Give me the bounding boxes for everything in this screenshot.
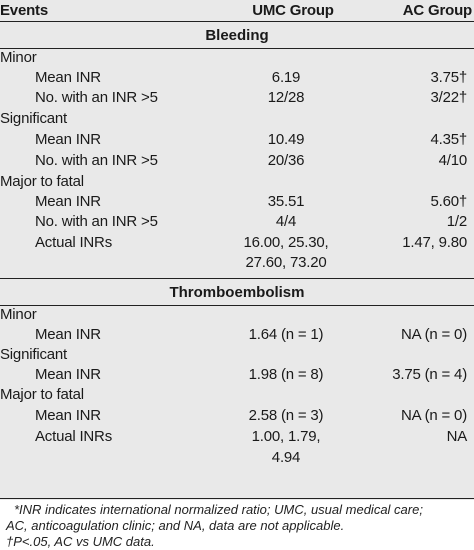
umc-value: 10.49 — [267, 131, 305, 148]
row-label: Actual INRs — [35, 234, 112, 251]
category-label: Major to fatal — [0, 386, 84, 403]
umc-value: 4.94 — [271, 449, 301, 466]
row-label: Mean INR — [35, 69, 101, 86]
umc-value: 20/36 — [267, 152, 305, 169]
footnote-abbreviations-cont: AC, anticoagulation clinic; and NA, data… — [6, 518, 345, 533]
table-row: Mean INR 2.58 (n = 3) NA (n = 0) — [0, 405, 474, 427]
footnote-abbreviations: *INR indicates international normalized … — [14, 502, 423, 517]
umc-value: 1.98 (n = 8) — [248, 366, 324, 383]
umc-value: 1.00, 1.79, — [251, 428, 321, 445]
ac-value: 5.60† — [430, 193, 467, 210]
section-title-thromboembolism: Thromboembolism — [169, 284, 305, 301]
table-row: No. with an INR >5 12/28 3/22† — [0, 87, 474, 109]
row-label: No. with an INR >5 — [35, 213, 158, 230]
ac-value: 3.75† — [430, 69, 467, 86]
category-label: Significant — [0, 346, 68, 363]
category-row: Significant — [0, 344, 474, 366]
table-bottom-rule — [0, 498, 474, 500]
row-label: No. with an INR >5 — [35, 89, 158, 106]
umc-value: 35.51 — [267, 193, 305, 210]
ac-value: NA (n = 0) — [401, 407, 467, 424]
umc-value: 2.58 (n = 3) — [248, 407, 324, 424]
category-label: Minor — [0, 49, 37, 66]
ac-value: NA — [446, 428, 468, 445]
row-label: Mean INR — [35, 407, 101, 424]
table-row: No. with an INR >5 4/4 1/2 — [0, 211, 474, 233]
umc-value: 12/28 — [267, 89, 305, 106]
header-umc-group: UMC Group — [252, 2, 334, 19]
ac-value: 3/22† — [430, 89, 467, 106]
section-divider — [0, 278, 474, 280]
category-label: Significant — [0, 110, 68, 127]
category-row: Significant — [0, 108, 474, 130]
row-label: Mean INR — [35, 193, 101, 210]
header-ac-group: AC Group — [402, 2, 472, 19]
category-row: Major to fatal — [0, 171, 474, 193]
row-label: Mean INR — [35, 131, 101, 148]
umc-value: 4/4 — [275, 213, 297, 230]
table-row-continuation: 4.94 — [0, 447, 474, 469]
category-label: Major to fatal — [0, 173, 84, 190]
table-row: Mean INR 35.51 5.60† — [0, 191, 474, 213]
ac-value: 3.75 (n = 4) — [392, 366, 467, 383]
category-row: Minor — [0, 47, 474, 69]
footnotes: *INR indicates international normalized … — [0, 500, 474, 549]
umc-value: 16.00, 25.30, — [243, 234, 329, 251]
footnote-significance: †P<.05, AC vs UMC data. — [6, 534, 155, 549]
category-row: Minor — [0, 304, 474, 326]
category-label: Minor — [0, 306, 37, 323]
header-row: Events UMC Group AC Group — [0, 0, 474, 22]
header-events: Events — [0, 2, 48, 19]
row-label: No. with an INR >5 — [35, 152, 158, 169]
ac-value: 1.47, 9.80 — [402, 234, 467, 251]
table-row: Actual INRs 1.00, 1.79, NA — [0, 426, 474, 448]
category-row: Major to fatal — [0, 384, 474, 406]
table-row: Mean INR 6.19 3.75† — [0, 67, 474, 89]
inr-events-table: Events UMC Group AC Group Bleeding Minor… — [0, 0, 474, 500]
umc-value: 6.19 — [271, 69, 301, 86]
table-row: Mean INR 1.98 (n = 8) 3.75 (n = 4) — [0, 364, 474, 386]
row-label: Mean INR — [35, 326, 101, 343]
umc-value: 27.60, 73.20 — [245, 254, 327, 271]
row-label: Mean INR — [35, 366, 101, 383]
header-divider — [0, 21, 474, 22]
ac-value: 1/2 — [446, 213, 467, 230]
row-label: Actual INRs — [35, 428, 112, 445]
section-divider — [0, 48, 474, 49]
table-row: No. with an INR >5 20/36 4/10 — [0, 150, 474, 172]
section-title-bleeding: Bleeding — [205, 27, 269, 44]
ac-value: 4/10 — [438, 152, 468, 169]
table-row-continuation: 27.60, 73.20 — [0, 252, 474, 274]
section-divider — [0, 305, 474, 306]
ac-value: NA (n = 0) — [401, 326, 467, 343]
table-row: Mean INR 1.64 (n = 1) NA (n = 0) — [0, 324, 474, 346]
ac-value: 4.35† — [430, 131, 467, 148]
table-row: Mean INR 10.49 4.35† — [0, 129, 474, 151]
umc-value: 1.64 (n = 1) — [248, 326, 324, 343]
table-row: Actual INRs 16.00, 25.30, 1.47, 9.80 — [0, 232, 474, 254]
